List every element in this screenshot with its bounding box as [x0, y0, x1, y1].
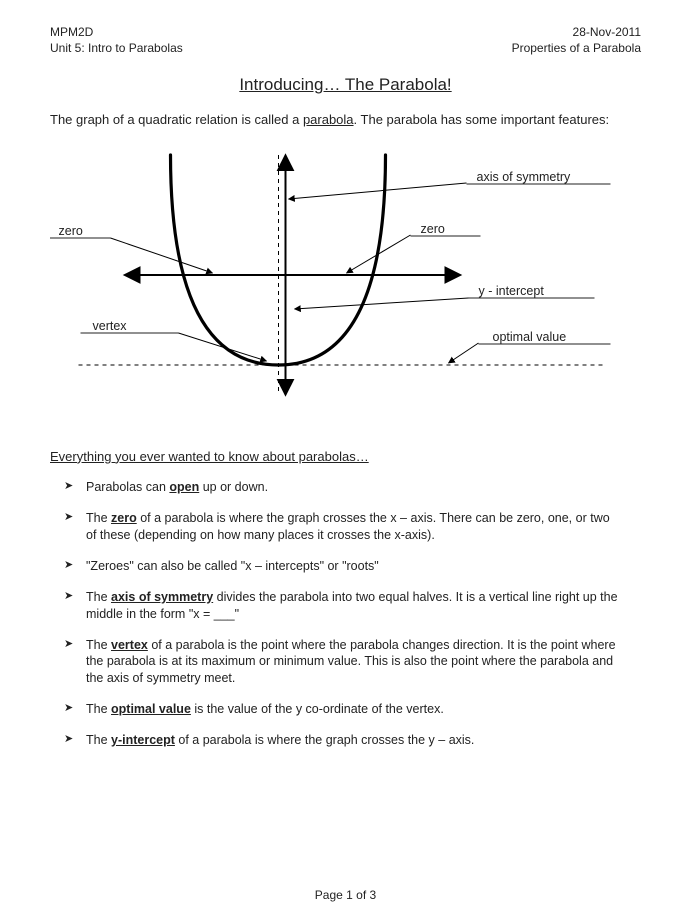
bullet-term: axis of symmetry — [111, 590, 213, 604]
bullet-item: The axis of symmetry divides the parabol… — [86, 589, 641, 623]
bullet-term: vertex — [111, 638, 148, 652]
bullet-item: The y-intercept of a parabola is where t… — [86, 732, 641, 749]
bullet-pre: The — [86, 511, 111, 525]
bullet-term: open — [169, 480, 199, 494]
label-optimal-value: optimal value — [493, 330, 567, 344]
bullet-item: The vertex of a parabola is the point wh… — [86, 637, 641, 688]
unit-name: Unit 5: Intro to Parabolas — [50, 40, 183, 56]
bullet-term: zero — [111, 511, 137, 525]
bullet-term: optimal value — [111, 702, 191, 716]
diagram-svg: zero axis of symmetry zero y - intercept ver… — [50, 135, 641, 425]
bullet-pre: Parabolas can — [86, 480, 169, 494]
bullet-item: The zero of a parabola is where the grap… — [86, 510, 641, 544]
bullet-item: Parabolas can open up or down. — [86, 479, 641, 496]
header-left: MPM2D Unit 5: Intro to Parabolas — [50, 24, 183, 56]
doc-subtitle: Properties of a Parabola — [512, 40, 641, 56]
label-axis-of-symmetry: axis of symmetry — [477, 170, 572, 184]
header: MPM2D Unit 5: Intro to Parabolas 28-Nov-… — [50, 24, 641, 56]
intro-pre: The graph of a quadratic relation is cal… — [50, 112, 303, 127]
label-y-intercept: y - intercept — [479, 284, 545, 298]
label-zero-left: zero — [59, 224, 83, 238]
bullet-post: is the value of the y co-ordinate of the… — [191, 702, 444, 716]
bullet-post: up or down. — [199, 480, 268, 494]
bullet-pre: The — [86, 638, 111, 652]
section-heading: Everything you ever wanted to know about… — [50, 448, 641, 466]
label-vertex: vertex — [93, 319, 128, 333]
bullet-post: of a parabola is where the graph crosses… — [86, 511, 610, 542]
doc-date: 28-Nov-2011 — [512, 24, 641, 40]
bullet-post: of a parabola is the point where the par… — [86, 638, 616, 686]
bullet-pre: The — [86, 590, 111, 604]
bullet-pre: The — [86, 733, 111, 747]
course-code: MPM2D — [50, 24, 183, 40]
page: MPM2D Unit 5: Intro to Parabolas 28-Nov-… — [0, 0, 691, 921]
page-title: Introducing… The Parabola! — [50, 74, 641, 97]
bullet-list: Parabolas can open up or down. The zero o… — [50, 479, 641, 749]
intro-term: parabola — [303, 112, 354, 127]
bullet-item: "Zeroes" can also be called "x – interce… — [86, 558, 641, 575]
bullet-post: of a parabola is where the graph crosses… — [175, 733, 474, 747]
page-footer: Page 1 of 3 — [0, 887, 691, 903]
intro-text: The graph of a quadratic relation is cal… — [50, 111, 641, 129]
bullet-term: y-intercept — [111, 733, 175, 747]
parabola-diagram: zero axis of symmetry zero y - intercept ver… — [50, 135, 641, 430]
bullet-pre: The — [86, 702, 111, 716]
intro-post: . The parabola has some important featur… — [354, 112, 610, 127]
bullet-item: The optimal value is the value of the y … — [86, 701, 641, 718]
bullet-pre: "Zeroes" can also be called "x – interce… — [86, 559, 379, 573]
header-right: 28-Nov-2011 Properties of a Parabola — [512, 24, 641, 56]
label-zero-right: zero — [421, 222, 445, 236]
